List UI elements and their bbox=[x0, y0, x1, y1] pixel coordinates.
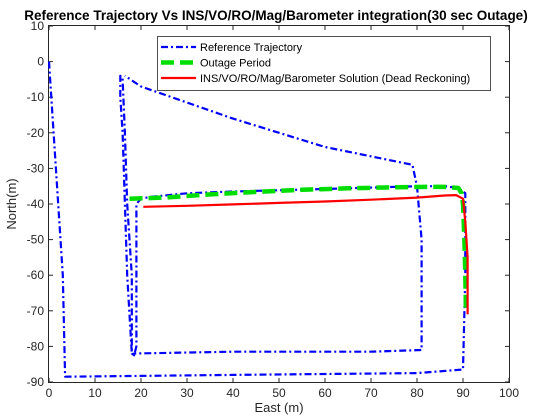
y-tick-label: -80 bbox=[27, 339, 45, 353]
y-tick-label: -60 bbox=[27, 268, 45, 282]
chart-title: Reference Trajectory Vs INS/VO/RO/Mag/Ba… bbox=[24, 8, 527, 23]
legend-entries: Reference Trajectory Outage Period INS/VO/… bbox=[161, 42, 470, 85]
x-tick-labels: 0 10 20 30 40 50 60 70 80 90 100 bbox=[46, 386, 520, 400]
x-tick-label: 30 bbox=[180, 386, 194, 400]
x-tick-label: 0 bbox=[46, 386, 53, 400]
y-tick-label: -90 bbox=[27, 375, 45, 389]
tick-marks bbox=[48, 25, 510, 383]
legend: Reference Trajectory Outage Period INS/VO/… bbox=[157, 36, 491, 91]
series-line-3 bbox=[143, 194, 469, 315]
legend-label-3: INS/VO/RO/Mag/Barometer Solution (Dead R… bbox=[200, 73, 470, 85]
x-axis-title: East (m) bbox=[254, 400, 303, 415]
y-tick-label: -40 bbox=[27, 197, 45, 211]
x-tick-label: 40 bbox=[226, 386, 240, 400]
legend-box bbox=[157, 36, 491, 91]
series-line-2 bbox=[129, 184, 469, 311]
y-tick-label: 10 bbox=[31, 19, 45, 33]
x-tick-label: 90 bbox=[456, 386, 470, 400]
x-tick-label: 70 bbox=[364, 386, 378, 400]
y-tick-label: -30 bbox=[27, 161, 45, 175]
legend-label-1: Reference Trajectory bbox=[200, 42, 303, 54]
series-layer bbox=[47, 61, 469, 378]
y-axis-title: North(m) bbox=[4, 178, 19, 229]
y-tick-label: -20 bbox=[27, 126, 45, 140]
y-tick-label: -70 bbox=[27, 304, 45, 318]
x-tick-label: 60 bbox=[318, 386, 332, 400]
y-tick-labels: 10 0 -10 -20 -30 -40 -50 -60 -70 -80 -90 bbox=[27, 19, 45, 389]
legend-label-2: Outage Period bbox=[200, 58, 271, 70]
x-tick-label: 20 bbox=[134, 386, 148, 400]
x-tick-label: 100 bbox=[499, 386, 519, 400]
x-tick-label: 10 bbox=[88, 386, 102, 400]
x-tick-label: 80 bbox=[410, 386, 424, 400]
y-tick-label: 0 bbox=[37, 55, 44, 69]
x-tick-label: 50 bbox=[272, 386, 286, 400]
y-tick-label: -50 bbox=[27, 233, 45, 247]
y-tick-label: -10 bbox=[27, 90, 45, 104]
